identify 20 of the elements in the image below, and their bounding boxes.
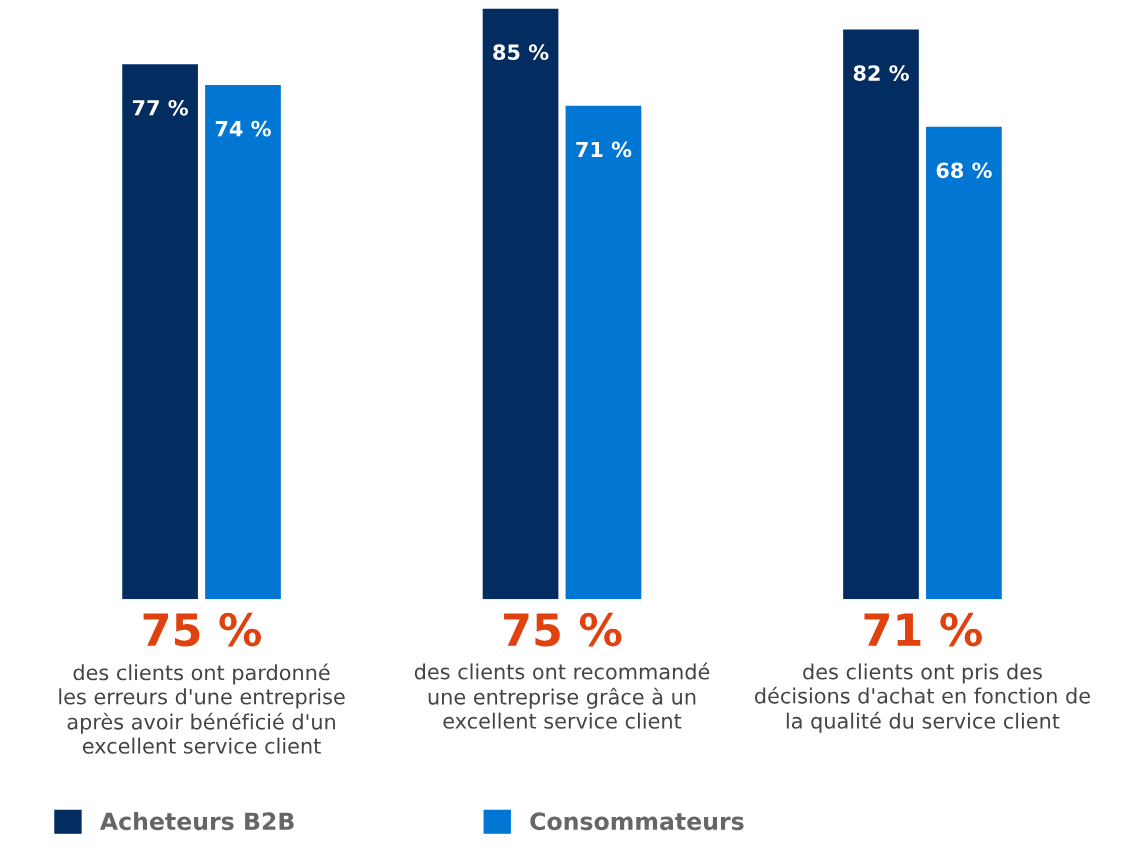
text: 75 %	[143, 612, 262, 647]
bar	[926, 126, 1002, 600]
x-tick-label: des clients ont recommandé une entreprise grâce à un excellent service client	[414, 662, 710, 729]
text: 75 %	[504, 612, 622, 647]
data-label: 82 %	[853, 65, 909, 81]
bar	[482, 8, 559, 600]
bar	[565, 105, 642, 600]
data-label: 77 %	[132, 99, 188, 116]
data-label: 71 %	[576, 141, 632, 158]
bar	[205, 85, 281, 600]
bar	[843, 29, 919, 600]
text: 71 %	[864, 612, 982, 647]
data-label: 74 %	[215, 120, 271, 137]
x-tick-label: des clients ont pardonné les erreurs d'une entreprise après avoir bénéficié d'un excellent service client	[59, 663, 345, 754]
legend-label: Consommateurs	[530, 812, 744, 831]
data-label: 68 %	[936, 162, 992, 179]
x-tick-label: des clients ont pris des décisions d'achat en fonction de la qualité du service client	[754, 663, 1090, 733]
data-label: 85 %	[493, 44, 549, 61]
legend-label: Acheteurs B2B	[99, 811, 294, 831]
bar	[122, 64, 198, 600]
